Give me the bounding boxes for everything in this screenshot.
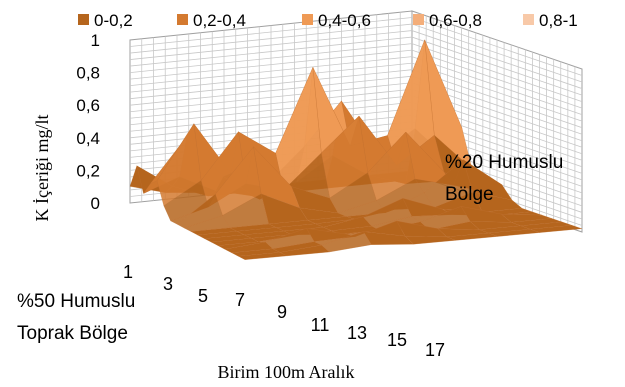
x-tick-label: 13 bbox=[347, 323, 367, 343]
y-axis-title: K İçeriği mg/lt bbox=[32, 115, 52, 222]
legend-swatch bbox=[78, 14, 89, 25]
x-tick-label: 11 bbox=[311, 315, 330, 335]
annotation-back: %20 Humuslu bbox=[445, 152, 563, 173]
legend-label: 0,6-0,8 bbox=[429, 11, 482, 30]
x-axis-title: Birim 100m Aralık bbox=[218, 362, 355, 382]
legend-swatch bbox=[177, 14, 188, 25]
surface-patch bbox=[237, 252, 288, 260]
legend-swatch bbox=[523, 14, 534, 25]
x-tick-label: 17 bbox=[425, 340, 445, 360]
x-tick-label: 5 bbox=[198, 286, 208, 306]
legend-label: 0,8-1 bbox=[539, 11, 578, 30]
legend-swatch bbox=[302, 14, 313, 25]
legend-swatch bbox=[413, 14, 424, 25]
z-tick-label: 1 bbox=[91, 31, 100, 50]
z-tick-label: 0,6 bbox=[76, 96, 100, 115]
surface-patch bbox=[404, 235, 456, 245]
z-tick-label: 0,8 bbox=[76, 64, 100, 83]
z-tick-label: 0,2 bbox=[76, 161, 100, 180]
x-tick-label: 1 bbox=[123, 262, 133, 282]
x-tick-label: 3 bbox=[163, 274, 173, 294]
legend-label: 0,2-0,4 bbox=[193, 11, 246, 30]
annotation-front: Toprak Bölge bbox=[17, 323, 128, 344]
annotation-front: %50 Humuslu bbox=[17, 291, 135, 312]
legend-label: 0,4-0,6 bbox=[318, 11, 371, 30]
z-tick-label: 0,4 bbox=[76, 129, 100, 148]
annotation-back: Bölge bbox=[445, 184, 494, 205]
legend-label: 0-0,2 bbox=[94, 11, 133, 30]
x-tick-label: 7 bbox=[235, 290, 245, 310]
x-tick-label: 15 bbox=[387, 330, 407, 350]
z-tick-label: 0 bbox=[91, 194, 100, 213]
x-tick-label: 9 bbox=[277, 302, 287, 322]
